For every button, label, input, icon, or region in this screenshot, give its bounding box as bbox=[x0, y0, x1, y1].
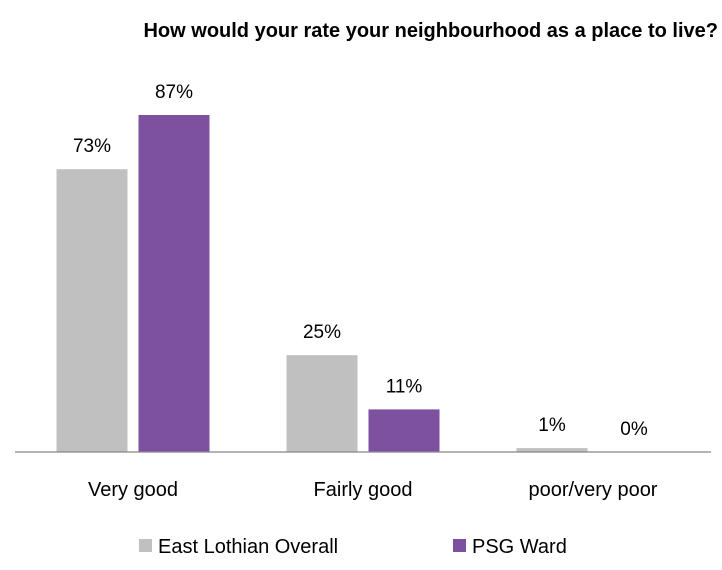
bar-very-good-psg-ward bbox=[138, 115, 210, 452]
bar-fairly-good-psg-ward bbox=[368, 409, 440, 452]
x-tick-label: Very good bbox=[88, 479, 178, 501]
data-label: 11% bbox=[386, 376, 423, 397]
bar-fairly-good-east-lothian-overall bbox=[286, 355, 358, 452]
data-label: 0% bbox=[620, 419, 648, 440]
x-tick-label: poor/very poor bbox=[529, 479, 658, 501]
data-label: 25% bbox=[303, 322, 341, 343]
legend-swatch bbox=[453, 539, 466, 552]
legend-label: East Lothian Overall bbox=[158, 536, 338, 558]
legend-label: PSG Ward bbox=[472, 536, 567, 558]
data-label: 1% bbox=[538, 415, 566, 436]
chart-title: How would your rate your neighbourhood a… bbox=[143, 20, 718, 42]
bar-poor-very-poor-east-lothian-overall bbox=[516, 448, 588, 452]
data-label: 87% bbox=[155, 82, 193, 103]
bar-very-good-east-lothian-overall bbox=[56, 169, 128, 452]
x-tick-label: Fairly good bbox=[314, 479, 413, 501]
data-label: 73% bbox=[73, 136, 111, 157]
legend-swatch bbox=[139, 539, 152, 552]
